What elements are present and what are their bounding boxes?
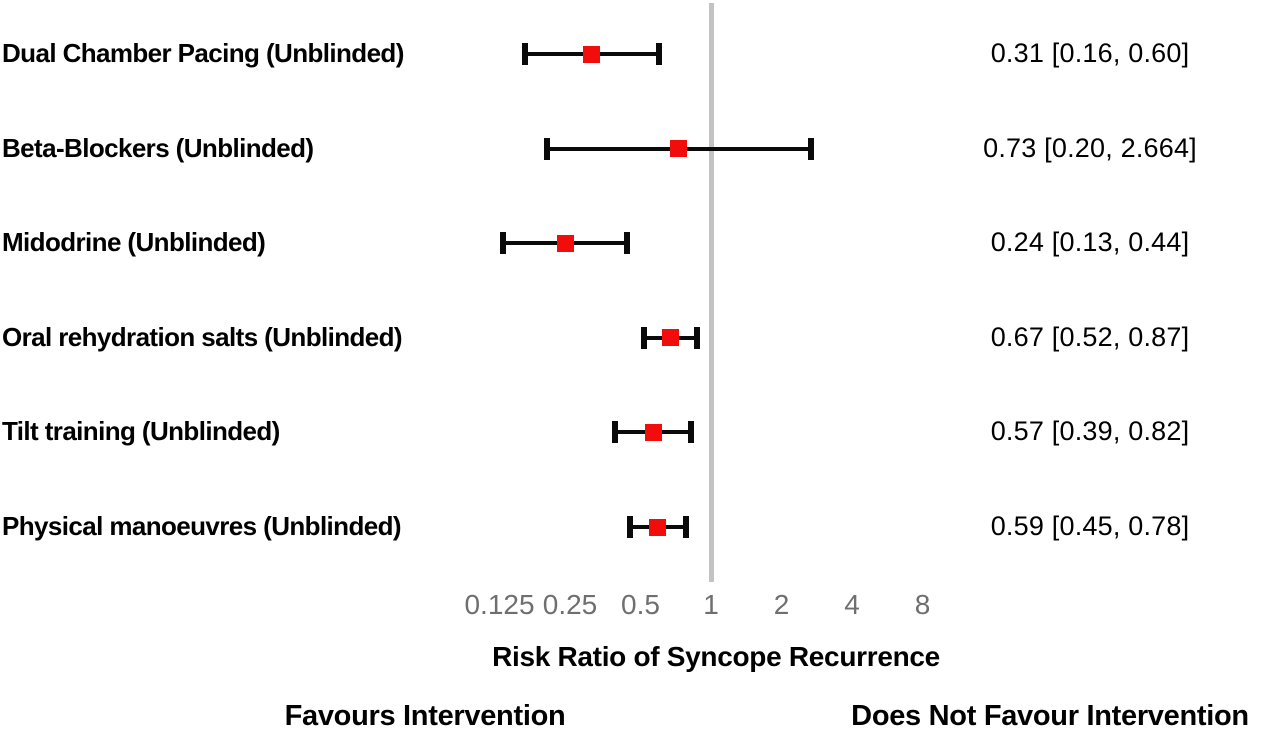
- x-axis-title: Risk Ratio of Syncope Recurrence: [492, 641, 940, 672]
- row-label: Dual Chamber Pacing (Unblinded): [2, 37, 404, 68]
- x-tick-label: 0.25: [542, 589, 598, 620]
- point-estimate-marker: [583, 45, 601, 63]
- ci-cap-high: [693, 326, 700, 349]
- ci-cap-high: [687, 421, 694, 444]
- ci-cap-low: [612, 421, 619, 444]
- reference-line-rr1: [708, 3, 714, 582]
- does-not-favour-intervention-label: Does Not Favour Intervention: [851, 700, 1249, 732]
- point-estimate-marker: [557, 234, 575, 252]
- row-label: Beta-Blockers (Unblinded): [2, 132, 314, 163]
- x-tick-label: 0.125: [464, 589, 535, 620]
- point-estimate-marker: [645, 423, 663, 441]
- estimate-ci-text: 0.59 [0.45, 0.78]: [990, 510, 1190, 541]
- x-tick-label: 1: [703, 589, 719, 620]
- x-tick-label: 4: [844, 589, 860, 620]
- row-label: Oral rehydration salts (Unblinded): [2, 321, 403, 352]
- point-estimate-marker: [661, 329, 679, 347]
- ci-cap-low: [544, 137, 551, 160]
- estimate-ci-text: 0.73 [0.20, 2.664]: [983, 132, 1197, 163]
- ci-cap-high: [682, 516, 689, 538]
- ci-cap-low: [641, 326, 648, 349]
- x-tick-label: 8: [914, 589, 931, 620]
- row-label: Tilt training (Unblinded): [2, 416, 280, 447]
- estimate-ci-text: 0.24 [0.13, 0.44]: [990, 227, 1190, 258]
- estimate-ci-text: 0.67 [0.52, 0.87]: [990, 321, 1190, 352]
- favours-intervention-label: Favours Intervention: [284, 700, 566, 732]
- x-tick-label: 0.5: [621, 589, 660, 620]
- ci-cap-high: [807, 137, 814, 160]
- row-label: Midodrine (Unblinded): [2, 227, 266, 258]
- point-estimate-marker: [648, 518, 666, 536]
- ci-cap-high: [624, 232, 631, 255]
- ci-cap-high: [656, 43, 663, 65]
- estimate-ci-text: 0.31 [0.16, 0.60]: [990, 37, 1190, 68]
- point-estimate-marker: [670, 140, 688, 158]
- x-tick-label: 2: [773, 589, 790, 620]
- row-label: Physical manoeuvres (Unblinded): [2, 510, 402, 541]
- ci-cap-low: [521, 43, 528, 65]
- ci-cap-low: [626, 516, 633, 538]
- ci-cap-low: [500, 232, 507, 255]
- estimate-ci-text: 0.57 [0.39, 0.82]: [990, 416, 1190, 447]
